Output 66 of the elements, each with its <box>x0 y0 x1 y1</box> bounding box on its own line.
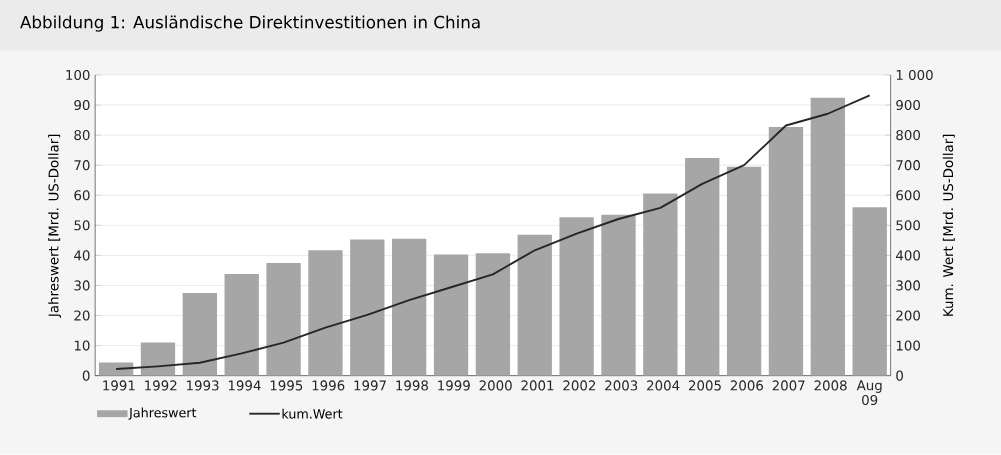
x-tick-label: 2006 <box>730 380 764 391</box>
x-tick-label: 1991 <box>103 380 135 391</box>
x-tick-label: 1997 <box>354 380 386 391</box>
x-tick-label: 1998 <box>396 380 428 391</box>
y2-tick-label: 900 <box>896 100 920 111</box>
chart-title: Abbildung 1: Ausländische Direktinvestitionen in China <box>20 15 480 32</box>
y2-axis-title: Kum. Wert [Mrd. US-Dollar] <box>942 134 955 316</box>
x-tick-label: 2001 <box>521 380 554 391</box>
y-tick-label: 70 <box>74 160 90 171</box>
y-tick-label: 10 <box>74 340 90 351</box>
bar <box>601 214 636 376</box>
y-tick-label: 0 <box>82 370 90 381</box>
x-tick-label: 1994 <box>228 380 261 391</box>
x-tick-label: 1992 <box>145 380 177 391</box>
y2-tick-label: 400 <box>896 250 920 261</box>
legend-label: kum.Wert <box>282 408 343 419</box>
y2-tick-label: 700 <box>896 160 920 171</box>
bar <box>433 254 469 376</box>
y-tick-label: 20 <box>74 310 90 321</box>
y-tick-label: 50 <box>74 220 90 231</box>
bar <box>98 362 134 376</box>
y2-tick-label: 300 <box>896 280 920 291</box>
x-tick-label: 2002 <box>563 380 596 391</box>
y-axis-title: Jahreswert [Mrd. US-Dollar] <box>48 134 62 318</box>
x-tick-label: 1999 <box>438 380 470 391</box>
bar <box>643 193 678 376</box>
bar <box>350 239 385 376</box>
y2-tick-label: 0 <box>896 370 903 381</box>
y2-tick-label: 500 <box>896 220 920 231</box>
x-tick-label: Aug 09 <box>856 380 882 406</box>
x-tick-label: 2007 <box>772 380 805 391</box>
bar <box>810 97 845 376</box>
bar <box>391 238 427 376</box>
y2-tick-label: 800 <box>896 130 920 141</box>
bar <box>140 342 176 376</box>
line-series <box>115 94 871 371</box>
x-tick-label: 2008 <box>814 380 847 391</box>
x-tick-label: 2003 <box>605 380 638 391</box>
x-tick-label: 1996 <box>312 380 345 391</box>
y-tick-label: 60 <box>74 190 90 201</box>
y-tick-label: 80 <box>74 130 90 141</box>
y2-tick-label: 200 <box>896 310 920 321</box>
y2-tick-label: 1 000 <box>896 69 933 81</box>
bar <box>517 234 552 376</box>
bar <box>266 262 301 376</box>
legend-label: Jahreswert <box>128 407 197 420</box>
bar <box>475 253 511 376</box>
y-tick-label: 40 <box>74 250 90 261</box>
x-tick-label: 2004 <box>647 380 680 391</box>
bar <box>726 166 762 376</box>
y2-tick-label: 100 <box>896 340 920 351</box>
bar <box>182 293 217 376</box>
x-tick-label: 1993 <box>187 380 219 391</box>
x-tick-label: 2005 <box>688 380 721 391</box>
bar <box>308 250 343 376</box>
x-tick-label: 1995 <box>270 380 303 391</box>
bar <box>559 217 594 376</box>
y-tick-label: 30 <box>74 280 90 291</box>
y2-tick-label: 600 <box>896 190 920 201</box>
bar <box>224 274 259 376</box>
x-tick-label: 2000 <box>479 380 512 391</box>
y-tick-label: 90 <box>74 100 90 111</box>
bar <box>685 158 720 376</box>
y-tick-label: 100 <box>66 69 90 81</box>
bar <box>852 207 887 376</box>
bar <box>768 127 804 376</box>
